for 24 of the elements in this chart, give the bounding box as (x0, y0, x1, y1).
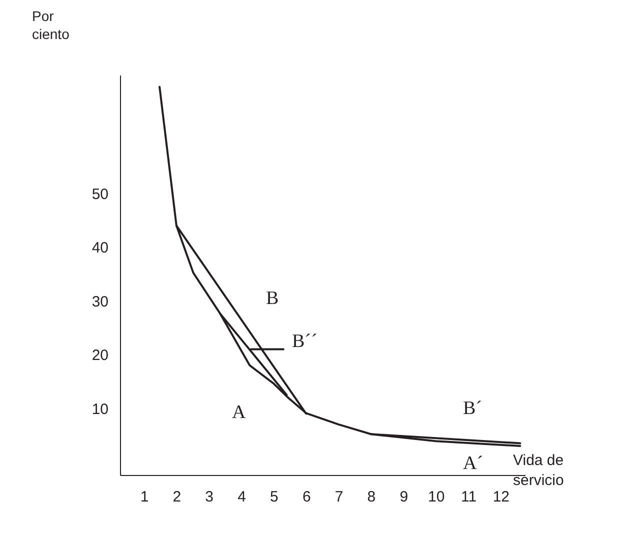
y-tick-label: 50 (92, 186, 108, 203)
y-tick-label: 20 (92, 347, 108, 364)
x-tick-label: 9 (400, 488, 408, 506)
y-tick-label: 30 (92, 293, 108, 310)
x-tick-label: 6 (302, 488, 311, 506)
y-tick-label: 10 (92, 400, 108, 418)
x-tick-label: 12 (492, 488, 510, 506)
x-tick-label: 10 (428, 488, 445, 506)
x-tick-label: 11 (460, 488, 477, 506)
x-tick-label: 1 (140, 488, 149, 506)
x-tick-label: 2 (172, 488, 182, 506)
x-tick-label: 3 (205, 488, 214, 506)
annotation: B´´ (292, 331, 318, 352)
annotation: A´ (463, 453, 484, 474)
annotation: B (266, 288, 279, 309)
annotation: B´ (463, 398, 482, 419)
x-tick-label: 4 (238, 488, 246, 506)
annotation: A (232, 402, 246, 423)
x-tick-label: 7 (334, 488, 344, 506)
y-tick-label: 40 (92, 240, 108, 257)
x-tick-label: 8 (367, 488, 376, 506)
y-axis-title: Por ciento (32, 8, 70, 42)
x-axis-title: Vida de servicio (513, 452, 564, 489)
x-tick-label: 5 (270, 488, 278, 506)
